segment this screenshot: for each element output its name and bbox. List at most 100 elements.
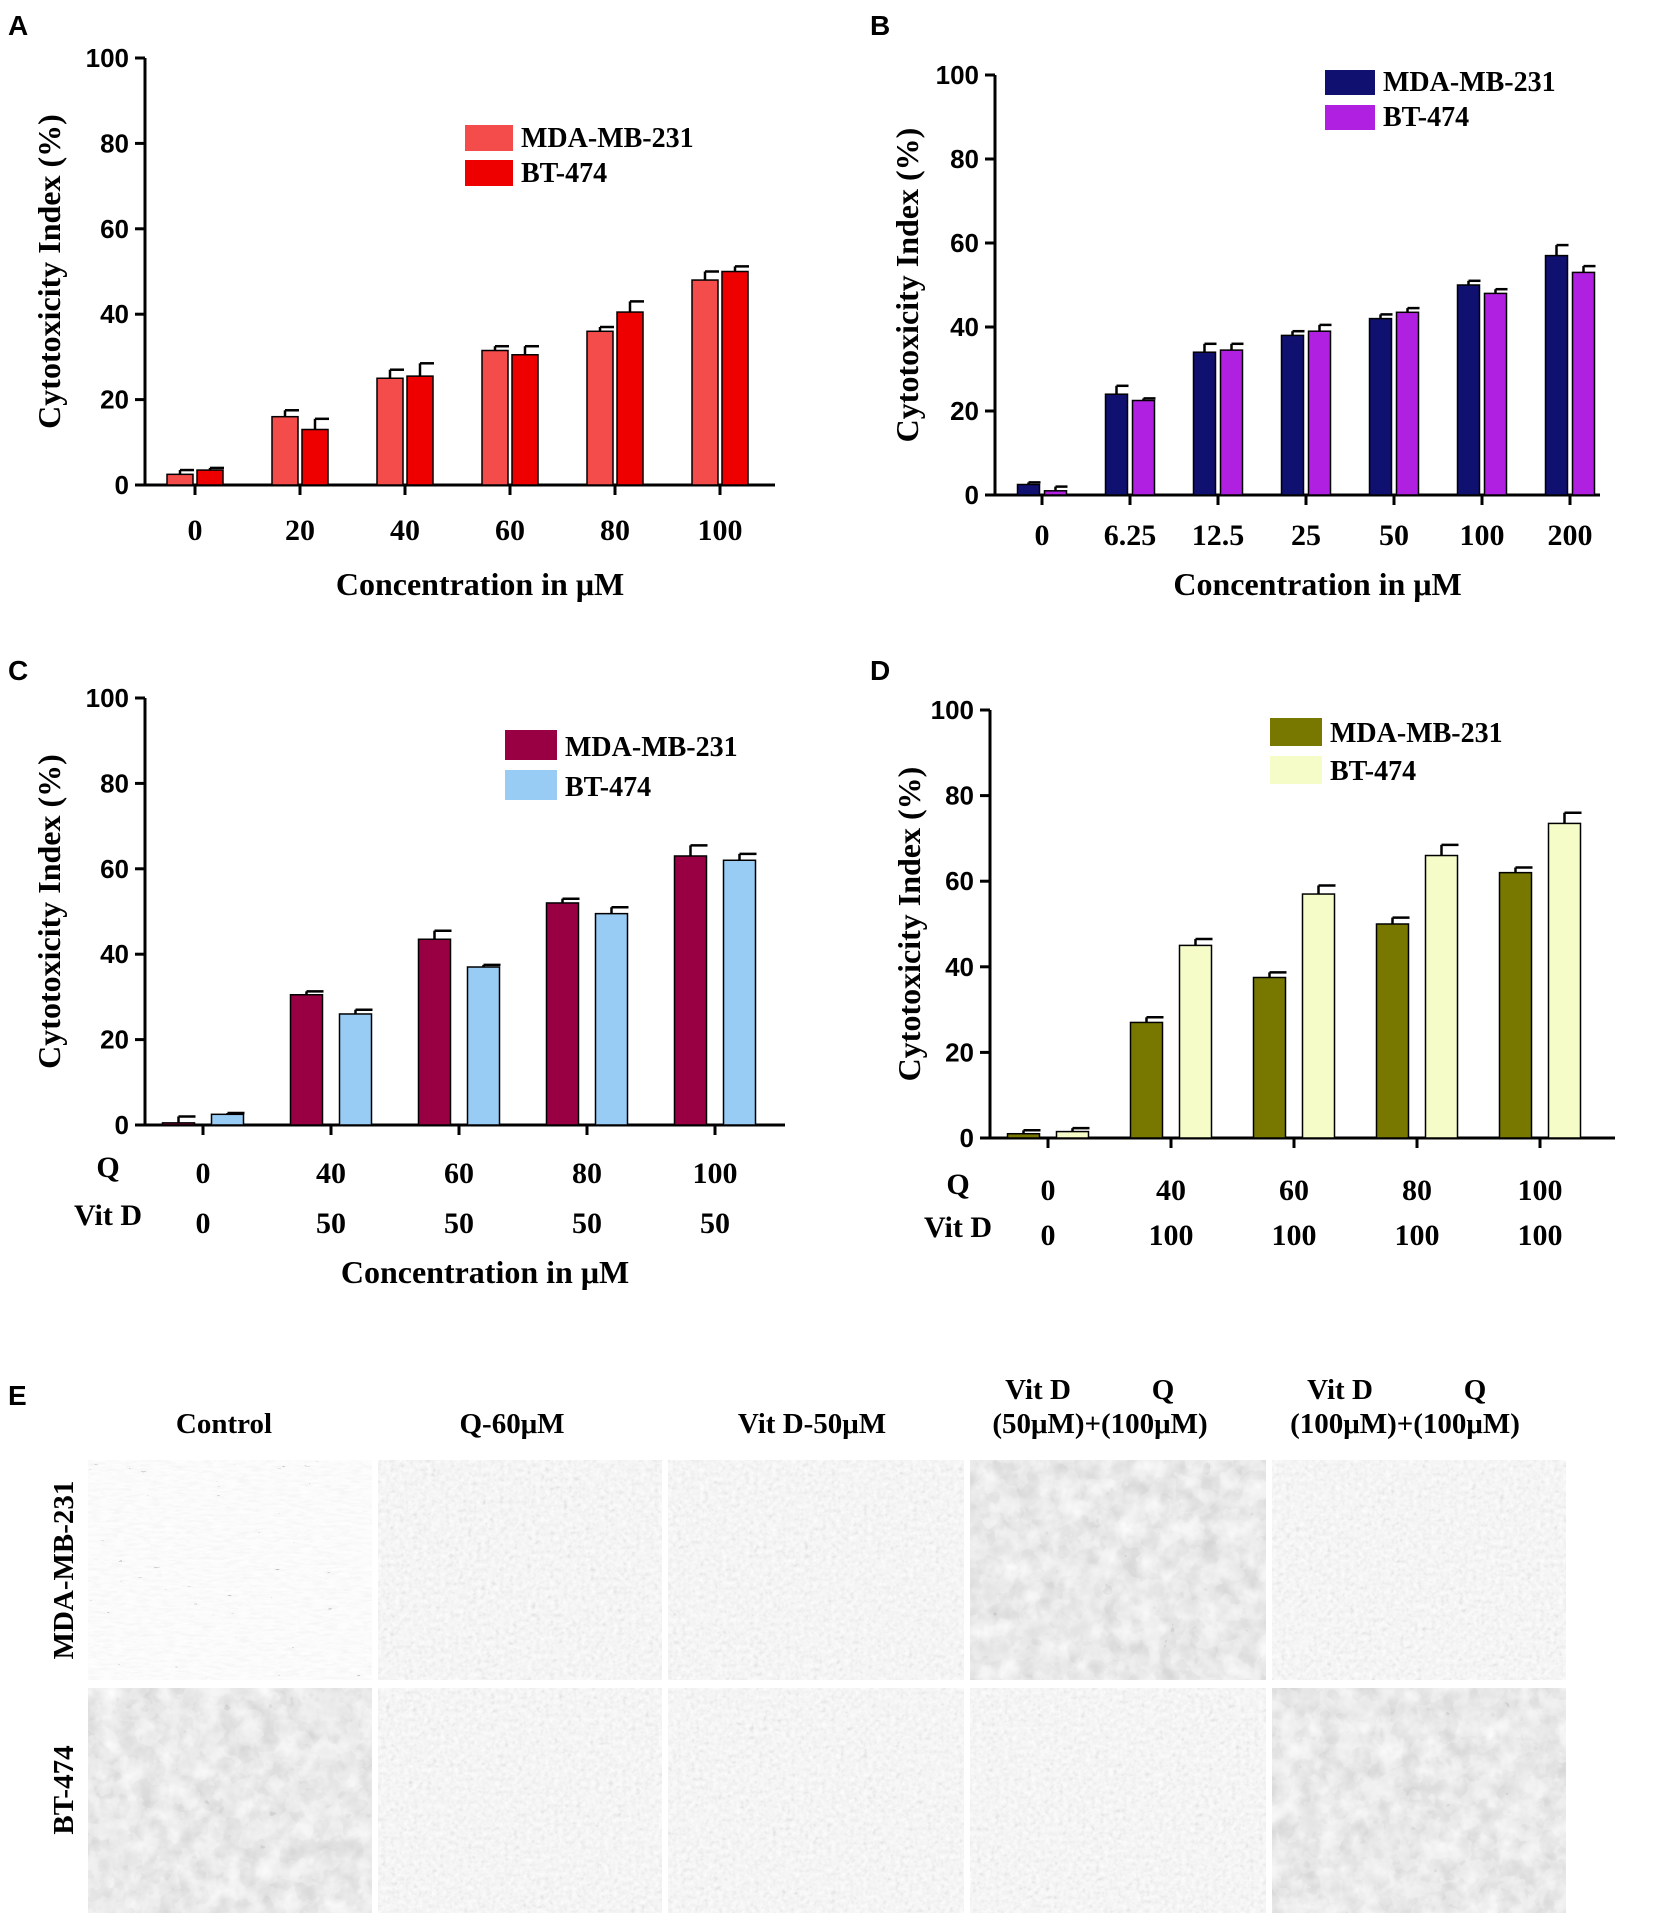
bar	[1043, 490, 1068, 496]
x-axis-label: Concentration in μM	[1173, 566, 1461, 602]
bar	[673, 855, 708, 1126]
micrograph-mda-combo2	[1271, 1459, 1567, 1681]
bar	[1104, 393, 1129, 496]
x-tick-label-vitd: 0	[1041, 1219, 1056, 1252]
x-tick-label-q: 100	[693, 1157, 738, 1190]
x-tick-label-vitd: 50	[316, 1207, 346, 1240]
column-label-combo2-q: Q	[1464, 1374, 1487, 1406]
micrograph-bt-combo1	[969, 1687, 1267, 1914]
bar	[616, 311, 644, 486]
row-label-vitd: Vit D	[924, 1211, 992, 1244]
x-tick-label-q: 80	[1402, 1174, 1432, 1207]
x-tick-label-vitd: 50	[572, 1207, 602, 1240]
bar	[1219, 349, 1244, 496]
x-tick-label: 12.5	[1192, 519, 1245, 552]
y-tick-label: 20	[100, 385, 129, 415]
legend-label: MDA-MB-231	[565, 732, 738, 763]
bar	[594, 912, 629, 1126]
bar	[1192, 351, 1217, 496]
bar	[1456, 284, 1481, 496]
bar	[376, 377, 404, 486]
row-label-q: Q	[946, 1168, 969, 1201]
x-tick-label: 200	[1548, 519, 1593, 552]
y-tick-label: 20	[950, 396, 979, 426]
bar	[1307, 330, 1332, 496]
bar	[161, 1122, 196, 1126]
bar	[1280, 334, 1305, 496]
bar	[1424, 854, 1459, 1139]
bar	[196, 469, 224, 486]
x-axis-label: Concentration in μM	[341, 1254, 629, 1290]
x-tick-label: 20	[285, 514, 315, 547]
micrograph-mda-control	[87, 1459, 373, 1681]
x-tick-label-vitd: 50	[444, 1207, 474, 1240]
bar	[511, 354, 539, 486]
bar	[271, 415, 299, 486]
y-tick-label: 40	[100, 299, 129, 329]
x-tick-label-q: 60	[444, 1157, 474, 1190]
bar	[1395, 311, 1420, 496]
bar	[1498, 871, 1533, 1139]
bar	[1301, 893, 1336, 1139]
x-tick-label-q: 80	[572, 1157, 602, 1190]
micrograph-bt-q60	[377, 1687, 663, 1914]
y-axis-label: Cytotoxicity Index (%)	[31, 114, 67, 429]
column-label-combo2-vitd: Vit D	[1307, 1374, 1373, 1406]
y-tick-label: 60	[950, 228, 979, 258]
chart-c: 0 20 40 60 80 100 Cytotoxicity Index (%) 0 0 40 50…	[31, 683, 785, 1290]
legend-swatch	[1325, 105, 1375, 130]
legend-swatch	[465, 160, 513, 186]
bar	[691, 279, 719, 486]
bar	[1375, 923, 1410, 1139]
panel-letter-b: B	[870, 10, 890, 41]
bar	[210, 1113, 245, 1126]
bar	[1178, 944, 1213, 1139]
legend-label: MDA-MB-231	[1330, 718, 1503, 749]
legend-swatch	[465, 125, 513, 151]
x-tick-label-vitd: 100	[1518, 1219, 1563, 1252]
y-tick-label: 40	[950, 312, 979, 342]
micrograph-bt-control	[87, 1687, 373, 1914]
column-label-combo1-conc: (50μM)+(100μM)	[992, 1408, 1207, 1440]
y-axis-label: Cytotoxicity Index (%)	[889, 128, 925, 443]
bar	[721, 270, 749, 486]
column-label-combo2-conc: (100μM)+(100μM)	[1290, 1408, 1520, 1440]
legend-label: BT-474	[521, 158, 607, 189]
y-tick-label: 0	[115, 1110, 129, 1140]
bar	[1055, 1130, 1090, 1139]
column-label-control: Control	[176, 1408, 272, 1440]
x-tick-label: 0	[1035, 519, 1050, 552]
bar	[545, 902, 580, 1126]
legend-swatch	[505, 730, 557, 760]
y-tick-label: 40	[100, 939, 129, 969]
y-tick-label: 20	[945, 1037, 974, 1067]
bar	[1131, 399, 1156, 496]
y-tick-label: 0	[965, 480, 979, 510]
bar	[1483, 292, 1508, 496]
panel-letter-c: C	[8, 655, 28, 686]
micrograph-panel: Control Q-60μM Vit D-50μM Vit D Q (50μM)…	[48, 1374, 1567, 1914]
y-tick-label: 20	[100, 1025, 129, 1055]
micrograph-mda-q60	[377, 1459, 663, 1681]
bar	[406, 375, 434, 486]
micrograph-mda-combo1	[969, 1459, 1267, 1681]
y-tick-label: 100	[86, 683, 129, 713]
chart-d: 0 20 40 60 80 100 Cytotoxicity Index (%) 0 0 40 10…	[891, 695, 1615, 1252]
y-axis-label: Cytotoxicity Index (%)	[31, 754, 67, 1069]
legend-label: MDA-MB-231	[1383, 67, 1556, 98]
bar	[722, 859, 757, 1126]
x-tick-label: 50	[1379, 519, 1409, 552]
bar	[586, 330, 614, 486]
x-tick-label: 80	[600, 514, 630, 547]
legend-label: BT-474	[1330, 756, 1416, 787]
y-tick-label: 100	[936, 60, 979, 90]
micrograph-bt-vitd50	[667, 1687, 965, 1914]
row-label-vitd: Vit D	[74, 1199, 142, 1232]
x-tick-label-vitd: 100	[1272, 1219, 1317, 1252]
legend-swatch	[1325, 70, 1375, 95]
y-tick-label: 80	[100, 128, 129, 158]
row-label-mda: MDA-MB-231	[48, 1481, 80, 1660]
legend-swatch	[1270, 756, 1322, 784]
x-tick-label-q: 0	[1041, 1174, 1056, 1207]
y-tick-label: 0	[960, 1123, 974, 1153]
